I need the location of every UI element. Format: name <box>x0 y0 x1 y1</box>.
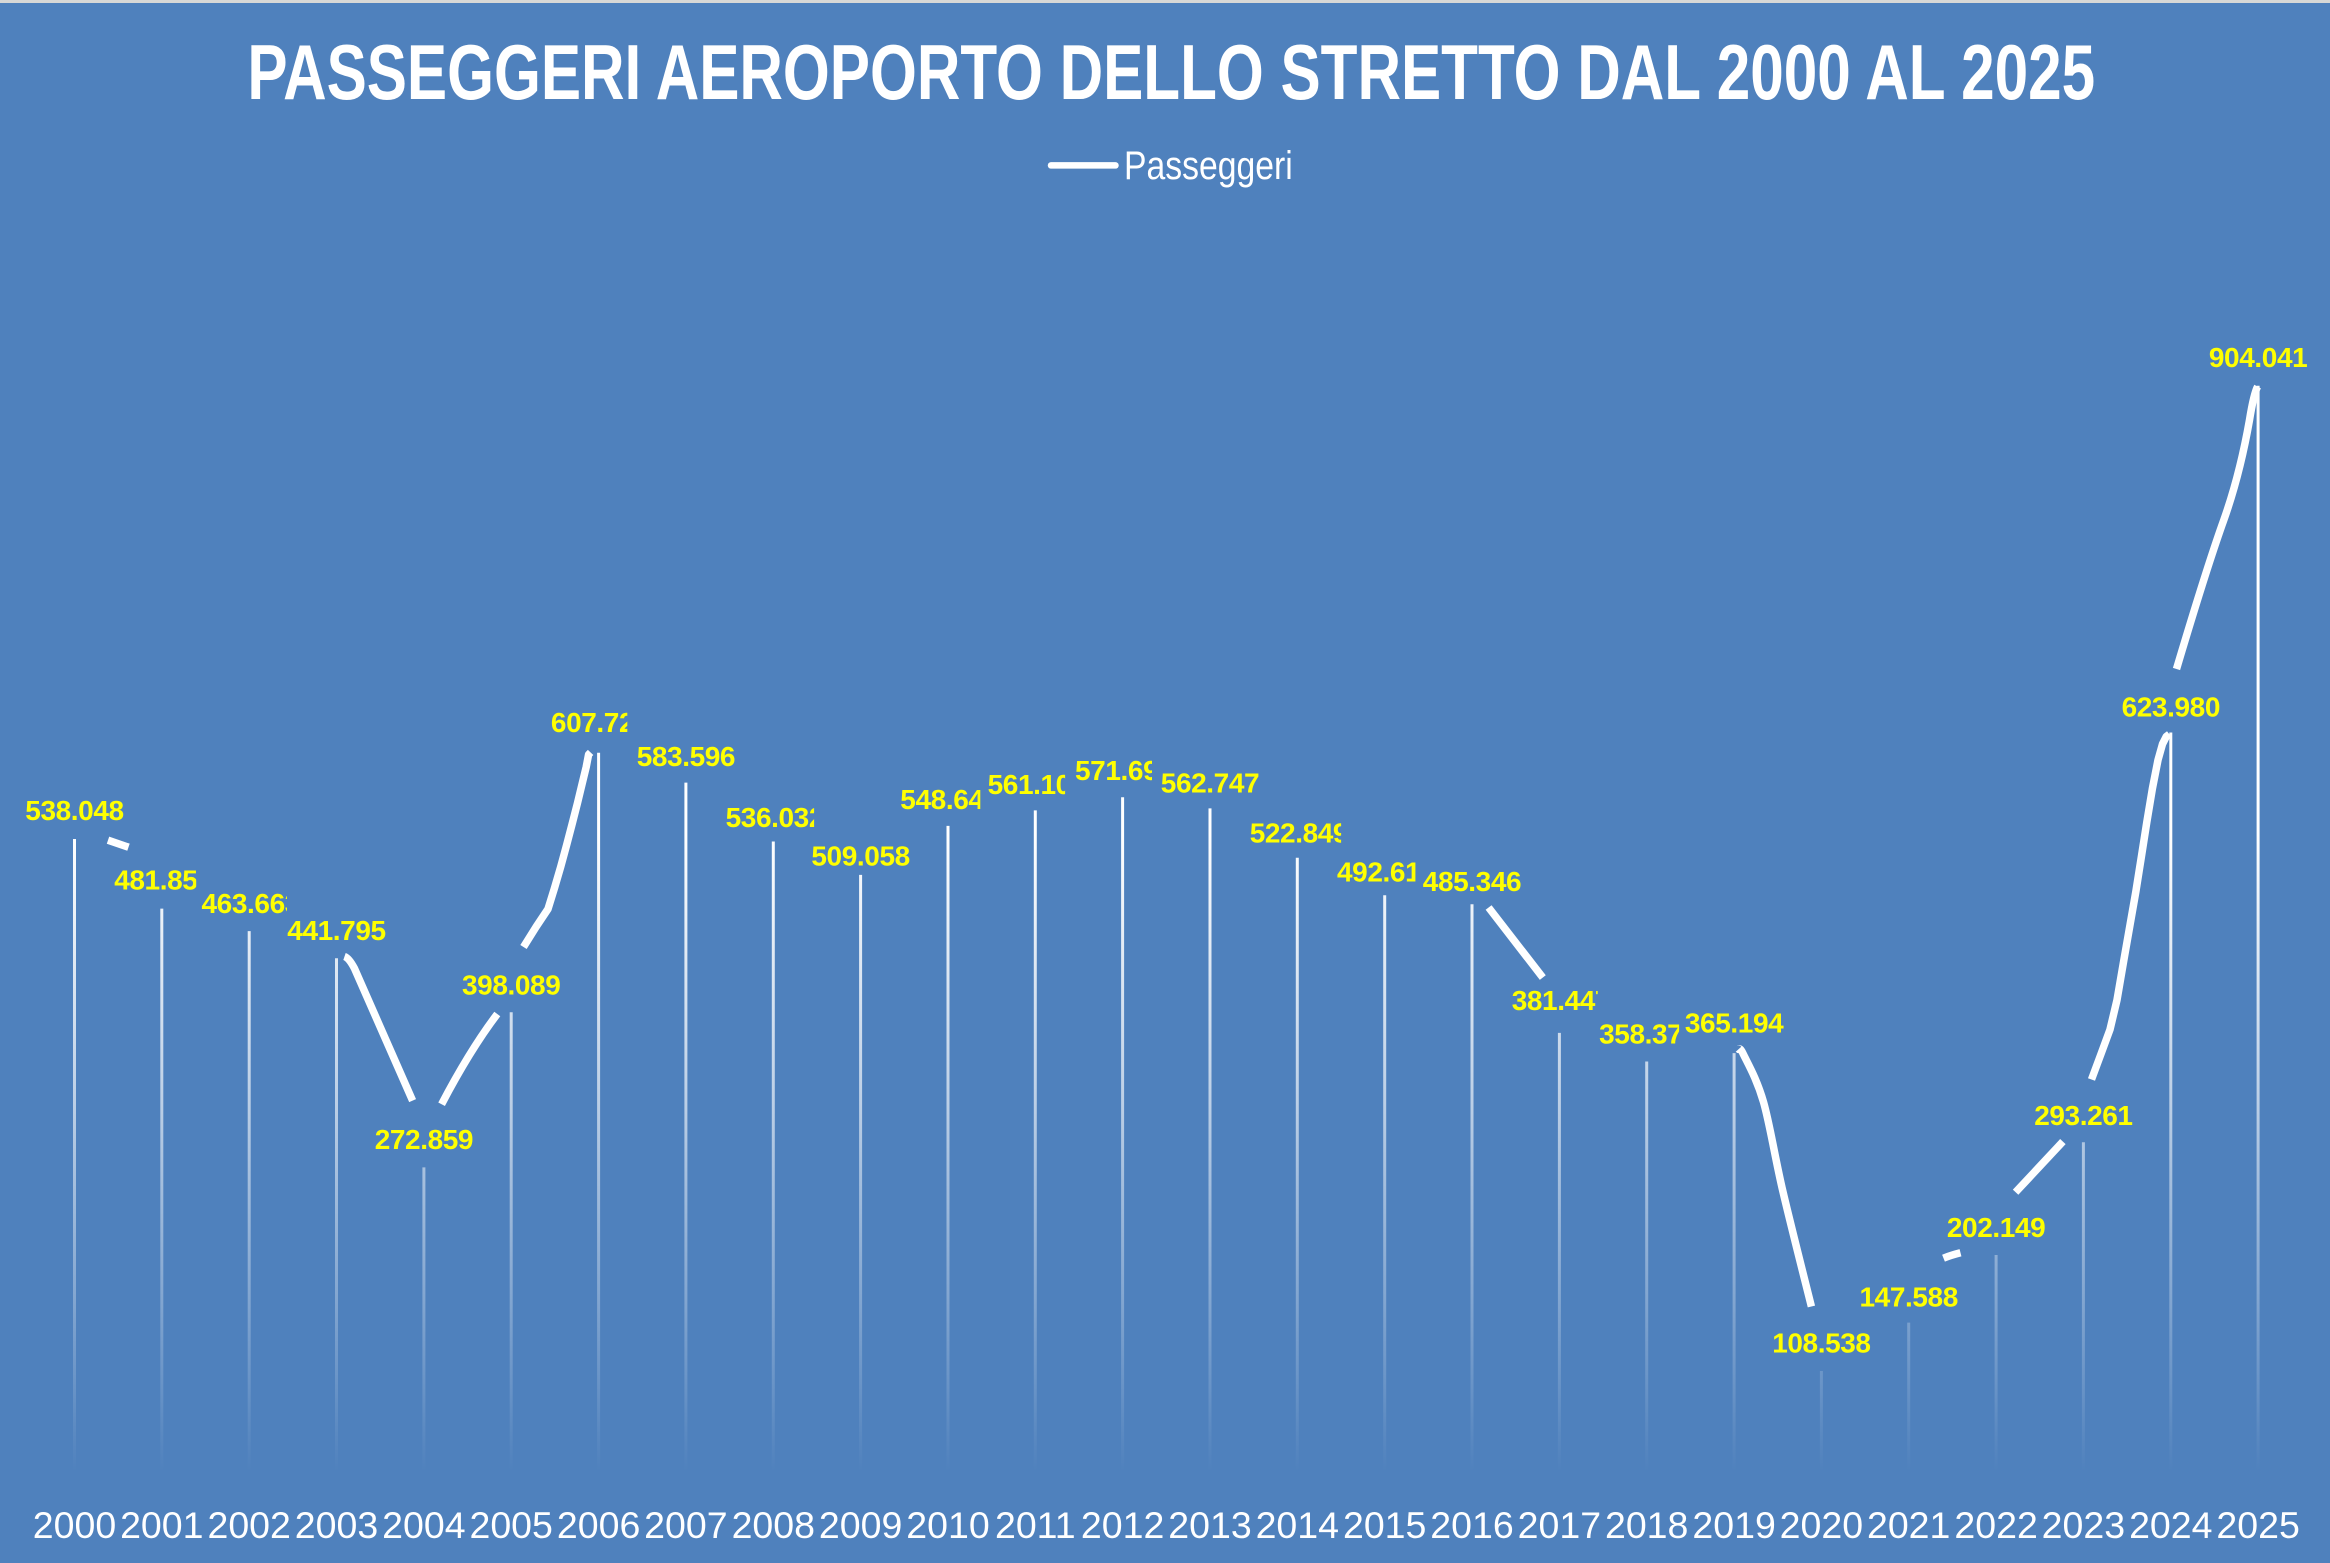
svg-text:2014: 2014 <box>1256 1504 1339 1546</box>
svg-text:2023: 2023 <box>2042 1504 2125 1546</box>
svg-text:623.980: 623.980 <box>2122 691 2220 722</box>
svg-text:2015: 2015 <box>1343 1504 1426 1546</box>
svg-text:2025: 2025 <box>2216 1504 2299 1546</box>
svg-text:2000: 2000 <box>33 1504 116 1546</box>
svg-text:2003: 2003 <box>295 1504 378 1546</box>
svg-text:904.041: 904.041 <box>2209 342 2307 373</box>
svg-text:2009: 2009 <box>819 1504 902 1546</box>
svg-text:2004: 2004 <box>382 1504 465 1546</box>
svg-text:2024: 2024 <box>2129 1504 2212 1546</box>
svg-text:492.611: 492.611 <box>1337 856 1434 887</box>
svg-text:522.849: 522.849 <box>1250 818 1348 849</box>
svg-text:538.048: 538.048 <box>25 795 123 826</box>
svg-text:272.859: 272.859 <box>375 1124 473 1155</box>
svg-text:381.447: 381.447 <box>1512 985 1610 1016</box>
svg-text:2007: 2007 <box>644 1504 727 1546</box>
svg-text:365.194: 365.194 <box>1685 1008 1784 1039</box>
svg-text:2020: 2020 <box>1780 1504 1863 1546</box>
svg-text:485.346: 485.346 <box>1423 866 1521 897</box>
svg-text:571.694: 571.694 <box>1075 755 1174 786</box>
svg-text:607.727: 607.727 <box>551 707 649 738</box>
svg-text:2010: 2010 <box>906 1504 989 1546</box>
svg-text:2022: 2022 <box>1954 1504 2037 1546</box>
svg-text:2018: 2018 <box>1605 1504 1688 1546</box>
svg-text:562.747: 562.747 <box>1161 768 1259 799</box>
svg-text:2006: 2006 <box>557 1504 640 1546</box>
svg-text:509.058: 509.058 <box>811 841 909 872</box>
svg-text:536.032: 536.032 <box>726 802 824 833</box>
svg-text:2013: 2013 <box>1168 1504 1251 1546</box>
svg-text:583.596: 583.596 <box>637 741 735 772</box>
svg-text:2011: 2011 <box>995 1504 1076 1546</box>
svg-text:398.089: 398.089 <box>462 969 560 1000</box>
svg-text:2002: 2002 <box>207 1504 290 1546</box>
svg-text:2012: 2012 <box>1081 1504 1164 1546</box>
svg-text:2016: 2016 <box>1430 1504 1513 1546</box>
svg-text:481.854: 481.854 <box>114 865 213 896</box>
svg-text:2021: 2021 <box>1867 1504 1950 1546</box>
svg-text:441.795: 441.795 <box>287 915 385 946</box>
svg-text:2001: 2001 <box>120 1504 203 1546</box>
svg-text:2017: 2017 <box>1518 1504 1601 1546</box>
svg-text:293.261: 293.261 <box>2034 1100 2132 1131</box>
svg-text:2005: 2005 <box>469 1504 552 1546</box>
svg-text:202.149: 202.149 <box>1947 1212 2045 1243</box>
svg-text:548.643: 548.643 <box>900 784 998 815</box>
svg-text:2008: 2008 <box>732 1504 815 1546</box>
svg-text:358.371: 358.371 <box>1599 1019 1697 1050</box>
svg-text:463.663: 463.663 <box>202 888 300 919</box>
svg-text:108.538: 108.538 <box>1772 1327 1870 1358</box>
svg-text:561.107: 561.107 <box>988 769 1086 800</box>
svg-text:2019: 2019 <box>1692 1504 1775 1546</box>
svg-text:147.588: 147.588 <box>1859 1282 1957 1313</box>
